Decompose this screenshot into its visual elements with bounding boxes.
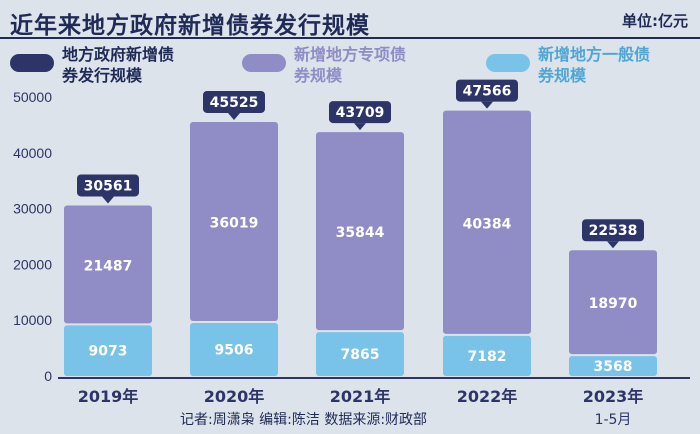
general-value-label: 9506 — [215, 342, 254, 358]
chart-title: 近年来地方政府新增债券发行规模 — [10, 13, 370, 39]
general-value-label: 7865 — [341, 347, 380, 363]
bar-general-3 — [443, 335, 531, 376]
total-callout-pointer-0 — [102, 196, 114, 204]
y-tick-label: 20000 — [13, 256, 52, 272]
x-tick-label: 2021年 — [330, 387, 391, 406]
total-callout-3 — [456, 79, 518, 102]
bar-general-2 — [316, 332, 404, 376]
general-value-label: 9073 — [89, 344, 128, 360]
bar-special-4 — [569, 250, 657, 355]
special-value-label: 36019 — [210, 215, 259, 231]
total-callout-pointer-3 — [481, 101, 493, 109]
total-value-label: 30561 — [84, 178, 133, 194]
special-value-label: 21487 — [84, 258, 133, 274]
total-callout-1 — [203, 90, 265, 113]
total-callout-0 — [77, 174, 139, 197]
x-tick-label: 2023年 — [583, 387, 644, 406]
bar-special-2 — [316, 132, 404, 331]
credits: 记者:周潇枭 编辑:陈洁 数据来源:财政部 — [180, 412, 428, 428]
x-tick-label: 2022年 — [457, 387, 518, 406]
total-value-label: 45525 — [210, 95, 259, 111]
legend-special-label: 新增地方专项债券规模 — [294, 45, 407, 85]
bar-special-0 — [64, 205, 152, 324]
general-value-label: 3568 — [594, 359, 633, 375]
total-value-label: 47566 — [463, 84, 512, 100]
total-callout-pointer-1 — [228, 112, 240, 120]
total-callout-pointer-2 — [354, 123, 366, 131]
y-tick-label: 40000 — [13, 145, 52, 161]
total-callout-2 — [329, 101, 391, 124]
bar-special-1 — [190, 121, 278, 321]
legend-special-swatch — [242, 54, 286, 72]
special-value-label: 35844 — [336, 225, 385, 241]
bar-general-0 — [64, 325, 152, 376]
total-callout-4 — [582, 219, 644, 242]
legend-total-swatch — [10, 54, 54, 72]
general-value-label: 7182 — [468, 349, 507, 365]
legend-total: 地方政府新增债券发行规模 — [10, 44, 182, 86]
legend-special: 新增地方专项债券规模 — [242, 44, 414, 86]
total-value-label: 22538 — [589, 223, 638, 239]
y-tick-label: 10000 — [13, 312, 52, 328]
legend-general-label: 新增地方一般债券规模 — [538, 45, 651, 85]
bar-special-3 — [443, 110, 531, 334]
y-tick-label: 0 — [44, 368, 52, 384]
bar-general-4 — [569, 356, 657, 376]
unit-label: 单位:亿元 — [622, 12, 688, 30]
x-tick-label: 2020年 — [204, 387, 265, 406]
x-tick-label: 2019年 — [78, 387, 139, 406]
x-tick-sublabel: 1-5月 — [595, 412, 632, 428]
legend-general-swatch — [486, 54, 530, 72]
special-value-label: 18970 — [589, 296, 638, 312]
special-value-label: 40384 — [463, 216, 512, 232]
legend-general: 新增地方一般债券规模 — [486, 44, 658, 86]
title-divider — [0, 37, 700, 39]
bar-general-1 — [190, 322, 278, 376]
legend-total-label: 地方政府新增债券发行规模 — [62, 45, 175, 85]
y-tick-label: 50000 — [13, 89, 52, 105]
total-value-label: 43709 — [336, 105, 385, 121]
y-tick-label: 30000 — [13, 201, 52, 217]
total-callout-pointer-4 — [607, 241, 619, 249]
